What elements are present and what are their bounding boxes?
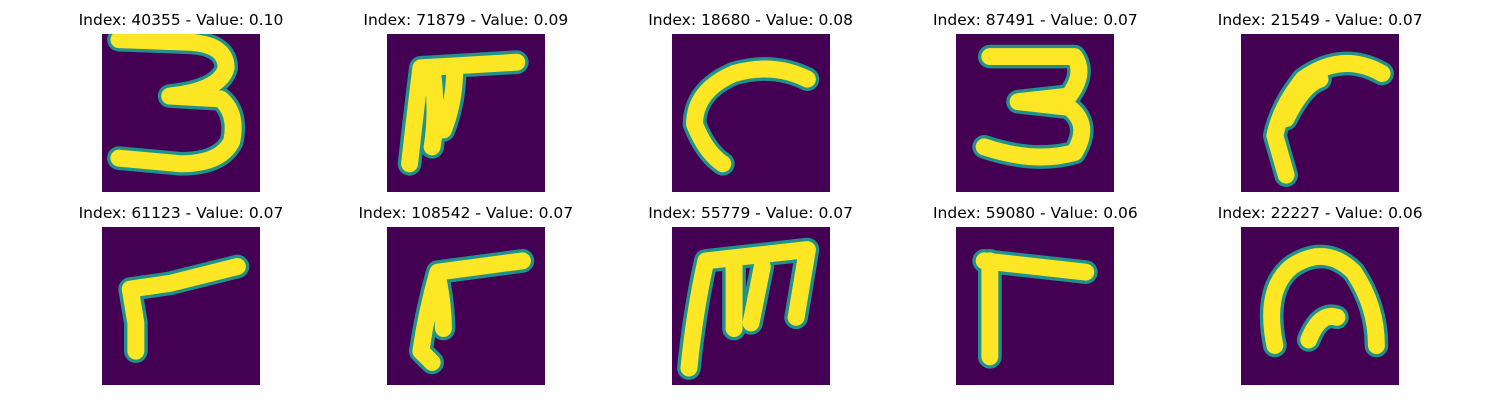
- gamma-stroke-icon: [102, 227, 260, 385]
- arch-shape-icon: [1241, 227, 1400, 385]
- image-panel: Index: 87491 - Value: 0.07: [905, 0, 1165, 192]
- stroke-core: [400, 53, 526, 173]
- panel-title: Index: 87491 - Value: 0.07: [932, 11, 1138, 29]
- panel-title: Index: 55779 - Value: 0.07: [648, 204, 853, 222]
- image-panel: Index: 22227 - Value: 0.06: [1190, 193, 1450, 385]
- image-panel: Index: 21549 - Value: 0.07: [1190, 0, 1450, 192]
- image-panel: Index: 18680 - Value: 0.08: [621, 0, 881, 192]
- image-panel: Index: 71879 - Value: 0.09: [336, 0, 596, 192]
- stroke-core: [976, 252, 1095, 366]
- panel-title: Index: 108542 - Value: 0.07: [358, 204, 574, 222]
- image-panel: Index: 59080 - Value: 0.06: [905, 193, 1165, 385]
- stroke-core: [976, 48, 1091, 166]
- panel-title: Index: 59080 - Value: 0.06: [932, 204, 1138, 222]
- image-panel: Index: 61123 - Value: 0.07: [51, 193, 311, 385]
- hook-stroke-icon: [1241, 34, 1400, 192]
- stroke-core: [121, 258, 246, 360]
- digit-three-icon: [956, 34, 1115, 192]
- hook-curve-icon: [671, 34, 830, 192]
- gamma-stroke-icon: [386, 227, 545, 385]
- stroke-core: [680, 241, 816, 377]
- image-panel: Index: 108542 - Value: 0.07: [336, 193, 596, 385]
- stroke-core: [685, 60, 816, 173]
- stroke-core: [110, 34, 242, 173]
- panel-title: Index: 18680 - Value: 0.08: [648, 11, 853, 29]
- panel-title: Index: 40355 - Value: 0.10: [78, 11, 284, 29]
- stroke-core: [1266, 55, 1391, 184]
- stroke-core: [412, 252, 531, 371]
- digit-three-icon: [102, 34, 260, 192]
- gamma-stroke-icon: [956, 227, 1115, 385]
- image-panel: Index: 40355 - Value: 0.10: [51, 0, 311, 192]
- panel-title: Index: 71879 - Value: 0.09: [363, 11, 569, 29]
- stroke-core: [1263, 248, 1386, 354]
- m-shape-icon: [671, 227, 830, 385]
- pi-shape-icon: [386, 34, 545, 192]
- panel-title: Index: 21549 - Value: 0.07: [1217, 11, 1423, 29]
- panel-title: Index: 22227 - Value: 0.06: [1217, 204, 1423, 222]
- panel-title: Index: 61123 - Value: 0.07: [78, 204, 284, 222]
- image-panel: Index: 55779 - Value: 0.07: [621, 193, 881, 385]
